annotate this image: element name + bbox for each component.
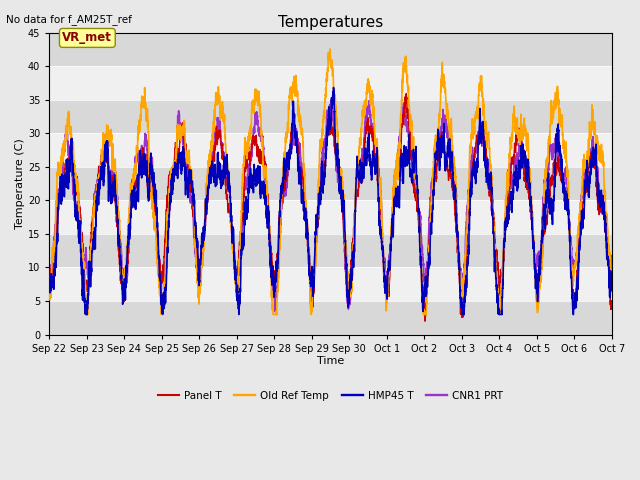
Old Ref Temp <box>326 46 333 52</box>
Old Ref Temp <box>607 275 615 280</box>
Legend: Panel T, Old Ref Temp, HMP45 T, CNR1 PRT: Panel T, Old Ref Temp, HMP45 T, CNR1 PRT <box>154 386 507 405</box>
Old Ref Temp <box>147 183 154 189</box>
Bar <box>49 133 612 167</box>
HMP45 T <box>45 276 53 282</box>
Text: No data for f_AM25T_ref: No data for f_AM25T_ref <box>6 14 132 25</box>
Text: VR_met: VR_met <box>63 31 112 45</box>
HMP45 T <box>82 312 90 317</box>
HMP45 T <box>426 261 434 267</box>
X-axis label: Time: Time <box>317 357 344 366</box>
Panel T <box>608 298 616 304</box>
CNR1 PRT <box>489 217 497 223</box>
Line: CNR1 PRT: CNR1 PRT <box>49 100 612 312</box>
Old Ref Temp <box>457 278 465 284</box>
Bar <box>49 66 612 100</box>
Panel T <box>489 197 497 203</box>
Panel T <box>457 303 465 309</box>
Old Ref Temp <box>489 206 497 212</box>
HMP45 T <box>310 274 317 280</box>
Line: HMP45 T: HMP45 T <box>49 87 612 314</box>
Old Ref Temp <box>310 266 317 272</box>
Line: Old Ref Temp: Old Ref Temp <box>49 49 612 314</box>
CNR1 PRT <box>426 206 434 212</box>
CNR1 PRT <box>310 281 317 287</box>
Panel T <box>45 283 53 288</box>
HMP45 T <box>457 296 465 302</box>
Panel T <box>147 173 154 179</box>
Old Ref Temp <box>83 312 90 317</box>
CNR1 PRT <box>327 97 335 103</box>
CNR1 PRT <box>457 270 465 276</box>
CNR1 PRT <box>607 256 615 262</box>
CNR1 PRT <box>608 266 616 272</box>
Old Ref Temp <box>45 289 53 295</box>
HMP45 T <box>607 275 615 280</box>
Panel T <box>310 291 317 297</box>
CNR1 PRT <box>147 158 154 164</box>
Old Ref Temp <box>426 233 434 239</box>
HMP45 T <box>330 84 337 90</box>
Title: Temperatures: Temperatures <box>278 15 383 30</box>
CNR1 PRT <box>45 276 53 281</box>
Panel T <box>426 224 434 229</box>
Bar <box>49 267 612 301</box>
Bar <box>49 200 612 234</box>
Panel T <box>421 318 429 324</box>
Panel T <box>607 306 615 312</box>
Panel T <box>403 91 410 96</box>
CNR1 PRT <box>271 309 278 314</box>
HMP45 T <box>147 165 154 171</box>
HMP45 T <box>489 216 497 222</box>
Line: Panel T: Panel T <box>49 94 612 321</box>
Y-axis label: Temperature (C): Temperature (C) <box>15 138 25 229</box>
HMP45 T <box>608 288 616 293</box>
Old Ref Temp <box>608 289 616 295</box>
